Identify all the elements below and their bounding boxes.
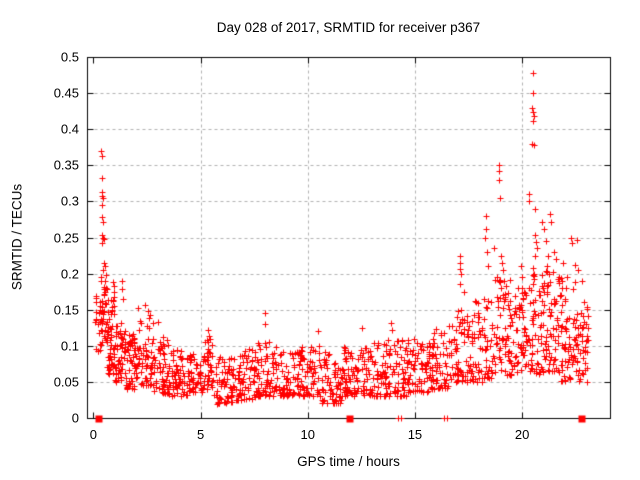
y-tick-label: 0.45: [53, 85, 79, 101]
y-tick-label: 0.5: [60, 49, 79, 65]
y-tick-label: 0.35: [53, 157, 79, 173]
y-tick-label: 0.15: [53, 302, 79, 318]
y-tick-label: 0: [71, 410, 79, 426]
x-tick-label: 20: [514, 427, 530, 442]
x-tick-label: 15: [407, 427, 423, 442]
chart-title: Day 028 of 2017, SRMTID for receiver p36…: [216, 20, 481, 35]
x-tick-label: 5: [196, 427, 205, 442]
y-axis-label: SRMTID / TECUs: [9, 183, 25, 291]
y-tick-label: 0.4: [60, 121, 79, 137]
y-tick-label: 0.05: [53, 374, 79, 390]
y-tick-label: 0.1: [60, 338, 79, 354]
x-tick-label: 0: [89, 427, 98, 442]
y-tick-label: 0.3: [60, 193, 79, 209]
x-tick-label: 10: [300, 427, 315, 442]
y-tick-label: 0.2: [60, 266, 79, 282]
x-axis-label: GPS time / hours: [297, 454, 400, 469]
y-tick-label: 0.25: [53, 230, 79, 245]
